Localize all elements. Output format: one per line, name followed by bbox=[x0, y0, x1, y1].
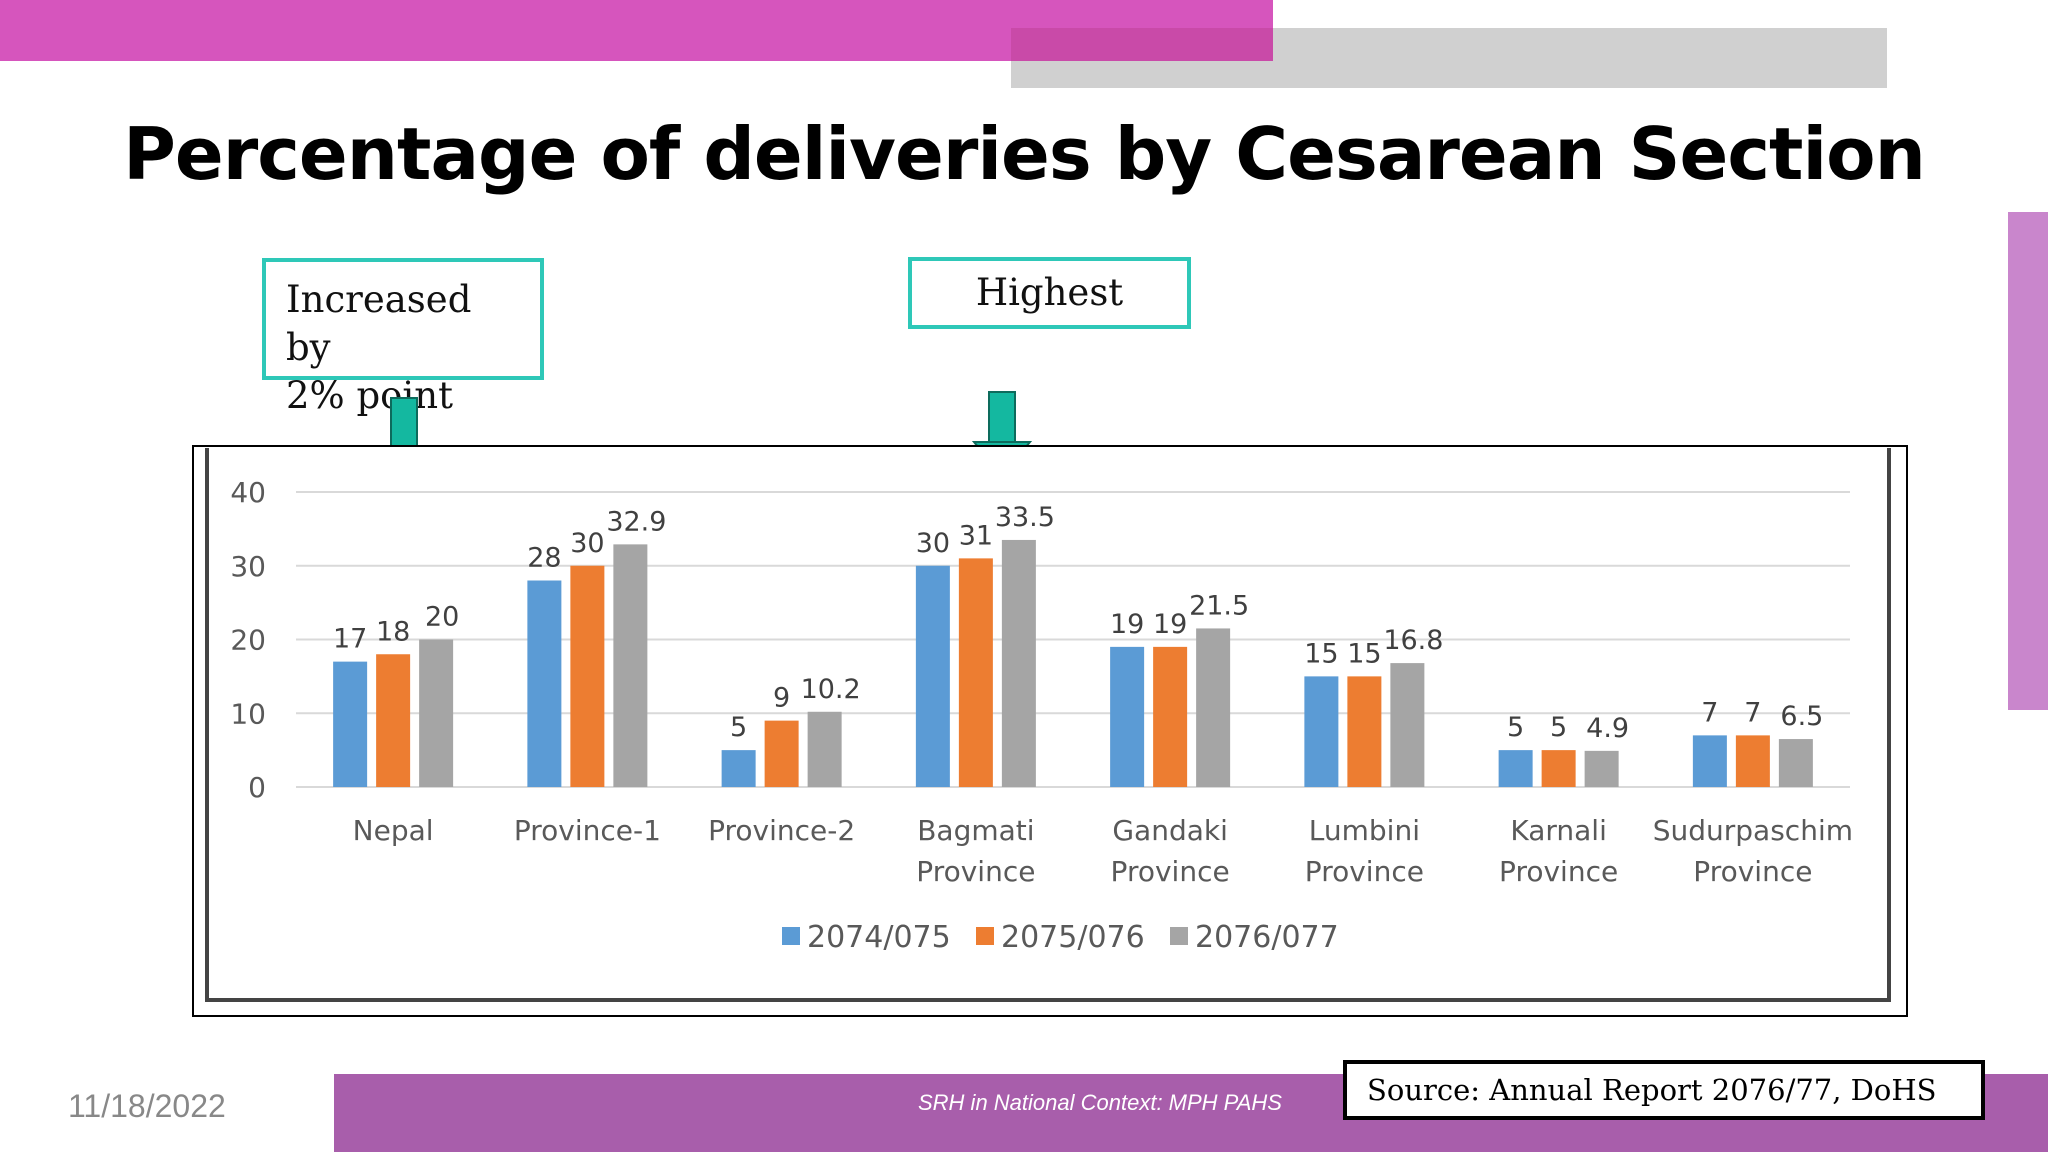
x-tick-label: Province bbox=[1499, 855, 1618, 888]
data-label: 7 bbox=[1701, 697, 1718, 728]
bar bbox=[376, 654, 411, 787]
y-tick-label: 30 bbox=[230, 550, 266, 583]
x-tick-label: Province bbox=[916, 855, 1035, 888]
y-tick-label: 40 bbox=[230, 476, 266, 509]
bar bbox=[1498, 750, 1533, 787]
data-label: 20 bbox=[425, 602, 459, 633]
data-label: 5 bbox=[1507, 712, 1524, 743]
x-tick-label: Karnali bbox=[1510, 814, 1607, 847]
legend-swatch bbox=[1170, 927, 1188, 945]
data-label: 15 bbox=[1347, 638, 1381, 669]
data-label: 30 bbox=[570, 528, 604, 559]
y-tick-label: 0 bbox=[248, 771, 266, 804]
data-label: 4.9 bbox=[1586, 713, 1629, 744]
bar bbox=[1692, 735, 1727, 787]
data-label: 33.5 bbox=[995, 502, 1055, 533]
data-label: 18 bbox=[376, 616, 410, 647]
legend-label: 2074/075 bbox=[807, 920, 951, 955]
x-tick-label: Gandaki bbox=[1112, 814, 1228, 847]
data-label: 31 bbox=[959, 520, 993, 551]
bar bbox=[915, 565, 950, 787]
right-accent-band bbox=[2008, 212, 2048, 710]
data-label: 30 bbox=[916, 528, 950, 559]
data-label: 32.9 bbox=[606, 506, 666, 537]
chart-inner-border bbox=[205, 448, 1891, 1002]
x-tick-label: Sudurpaschim bbox=[1653, 814, 1853, 847]
legend-swatch bbox=[782, 927, 800, 945]
data-label: 15 bbox=[1304, 638, 1338, 669]
bar bbox=[1196, 628, 1231, 787]
y-tick-label: 10 bbox=[230, 697, 266, 730]
data-label: 5 bbox=[730, 712, 747, 743]
x-tick-label: Province bbox=[1111, 855, 1230, 888]
bar bbox=[1778, 739, 1813, 787]
data-label: 19 bbox=[1110, 609, 1144, 640]
slide-date: 11/18/2022 bbox=[68, 1088, 226, 1124]
bar bbox=[1541, 750, 1576, 787]
bar bbox=[1304, 676, 1339, 787]
bar bbox=[570, 565, 605, 787]
x-tick-label: Province bbox=[1305, 855, 1424, 888]
data-label: 7 bbox=[1744, 697, 1761, 728]
callout-highest: Highest bbox=[908, 257, 1191, 329]
legend-label: 2075/076 bbox=[1001, 920, 1145, 955]
legend-label: 2076/077 bbox=[1195, 920, 1339, 955]
x-tick-label: Bagmati bbox=[917, 814, 1034, 847]
bar bbox=[721, 750, 756, 787]
data-label: 9 bbox=[773, 683, 790, 714]
x-tick-label: Nepal bbox=[353, 814, 434, 847]
bar bbox=[1390, 663, 1425, 787]
bar bbox=[527, 580, 562, 787]
x-tick-label: Province-1 bbox=[514, 814, 661, 847]
chart-frame bbox=[192, 445, 1908, 1017]
legend-swatch bbox=[976, 927, 994, 945]
bar bbox=[613, 544, 648, 787]
x-tick-label: Province-2 bbox=[708, 814, 855, 847]
bar bbox=[1347, 676, 1382, 787]
x-tick-label: Province bbox=[1693, 855, 1812, 888]
bar bbox=[1584, 750, 1619, 787]
bar bbox=[958, 558, 993, 787]
page-title: Percentage of deliveries by Cesarean Sec… bbox=[123, 112, 1926, 196]
bar bbox=[1001, 539, 1036, 787]
data-label: 16.8 bbox=[1383, 625, 1443, 656]
footer-caption: SRH in National Context: MPH PAHS bbox=[918, 1090, 1282, 1115]
bar bbox=[807, 711, 842, 787]
x-tick-label: Lumbini bbox=[1309, 814, 1420, 847]
data-label: 6.5 bbox=[1780, 701, 1823, 732]
source-box: Source: Annual Report 2076/77, DoHS bbox=[1343, 1060, 1985, 1120]
data-label: 17 bbox=[333, 624, 367, 655]
callout-increase: Increased by 2% point bbox=[262, 258, 544, 417]
data-label: 28 bbox=[527, 543, 561, 574]
y-tick-label: 20 bbox=[230, 624, 266, 657]
bar bbox=[1153, 646, 1188, 787]
bar bbox=[764, 720, 799, 787]
data-label: 5 bbox=[1550, 712, 1567, 743]
data-label: 10.2 bbox=[801, 674, 861, 705]
bar bbox=[1110, 646, 1145, 787]
bar bbox=[333, 661, 368, 787]
bar bbox=[419, 639, 454, 787]
bar bbox=[1735, 735, 1770, 787]
data-label: 19 bbox=[1153, 609, 1187, 640]
data-label: 21.5 bbox=[1189, 590, 1249, 621]
top-band-overlap bbox=[1011, 28, 1273, 61]
